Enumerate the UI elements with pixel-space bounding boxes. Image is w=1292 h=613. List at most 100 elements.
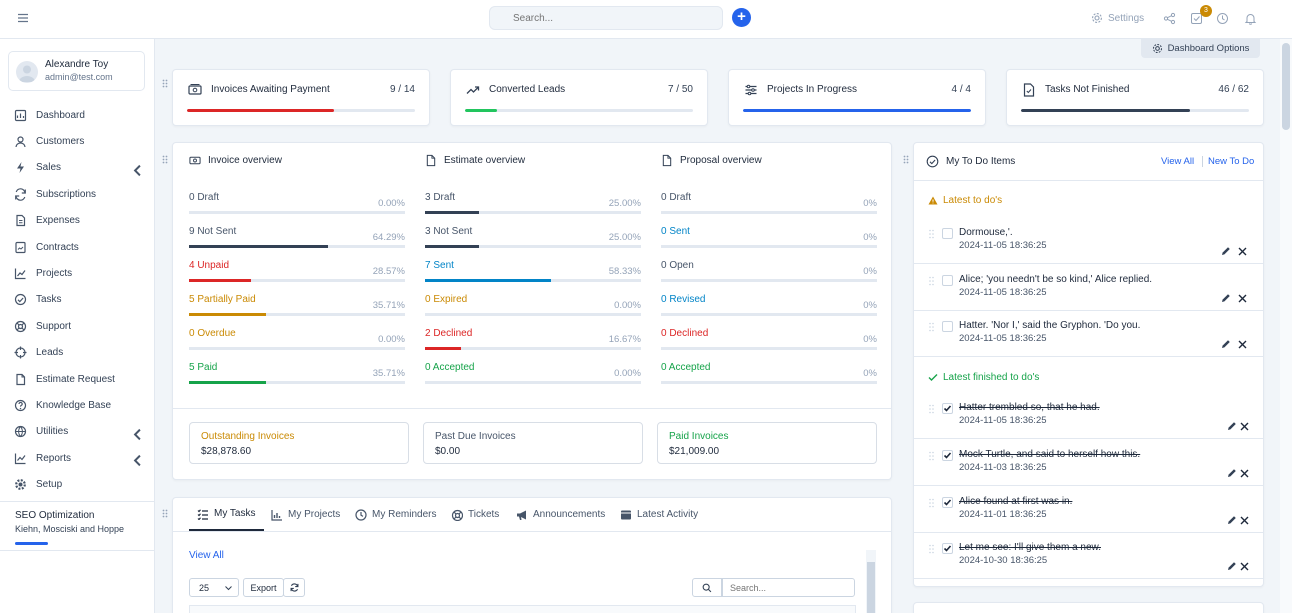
sidebar-item-support[interactable]: Support — [14, 317, 144, 335]
sidebar-item-expenses[interactable]: Expenses — [14, 212, 144, 230]
invoice-summary-box[interactable]: Outstanding Invoices $28,878.60 — [189, 422, 409, 464]
pencil-icon[interactable] — [1221, 293, 1231, 303]
overview-row-label[interactable]: 0 Accepted — [661, 362, 711, 373]
tab-announcements[interactable]: Announcements — [516, 498, 605, 531]
drag-handle-icon[interactable] — [929, 544, 934, 554]
share-icon[interactable] — [1163, 12, 1176, 25]
dashboard-options-button[interactable]: Dashboard Options — [1141, 39, 1260, 58]
todo-checkbox[interactable] — [942, 543, 953, 555]
chevron-left-icon[interactable] — [131, 454, 144, 467]
close-icon[interactable] — [1240, 422, 1249, 431]
scrollbar-thumb[interactable] — [867, 562, 875, 613]
drag-handle-icon[interactable] — [162, 155, 168, 164]
overview-row-label[interactable]: 0 Sent — [661, 226, 690, 237]
tab-latest-activity[interactable]: Latest Activity — [620, 498, 698, 531]
sidebar-item-sales[interactable]: Sales — [14, 159, 144, 177]
todo-checkbox[interactable] — [942, 496, 953, 508]
search-input[interactable] — [489, 6, 723, 30]
sidebar-item-projects[interactable]: Projects — [14, 264, 144, 282]
reload-button[interactable] — [283, 578, 305, 597]
overview-row-label[interactable]: 0 Expired — [425, 294, 468, 305]
tab-tickets[interactable]: Tickets — [451, 498, 499, 531]
overview-row-label[interactable]: 0 Draft — [661, 192, 692, 203]
table-search-button[interactable] — [692, 578, 722, 597]
overview-row-label[interactable]: 7 Sent — [425, 260, 454, 271]
drag-handle-icon[interactable] — [929, 404, 934, 414]
chevron-left-icon[interactable] — [131, 428, 144, 441]
drag-handle-icon[interactable] — [929, 276, 934, 286]
bell-icon[interactable] — [1244, 12, 1257, 25]
overview-row-label[interactable]: 3 Draft — [425, 192, 456, 203]
close-icon[interactable] — [1240, 562, 1249, 571]
sidebar-item-dashboard[interactable]: Dashboard — [14, 106, 144, 124]
overview-row-label[interactable]: 3 Not Sent — [425, 226, 473, 237]
pencil-icon[interactable] — [1221, 246, 1231, 256]
drag-handle-icon[interactable] — [162, 79, 168, 88]
invoice-summary-box[interactable]: Paid Invoices $21,009.00 — [657, 422, 877, 464]
pencil-icon[interactable] — [1227, 561, 1237, 571]
sidebar-item-knowledge-base[interactable]: Knowledge Base — [14, 396, 144, 414]
overview-row-label[interactable]: 0 Revised — [661, 294, 706, 305]
table-scrollbar[interactable] — [866, 550, 876, 613]
todo-checkbox[interactable] — [942, 274, 953, 286]
stat-card[interactable]: Projects In Progress 4 / 4 — [728, 69, 986, 126]
overview-row-label[interactable]: 0 Overdue — [189, 328, 236, 339]
drag-handle-icon[interactable] — [903, 155, 909, 164]
close-icon[interactable] — [1240, 469, 1249, 478]
page-size-select[interactable]: 25 — [189, 578, 239, 597]
stat-card[interactable]: Invoices Awaiting Payment 9 / 14 — [172, 69, 430, 126]
close-icon[interactable] — [1238, 340, 1247, 349]
sidebar-item-reports[interactable]: Reports — [14, 449, 144, 467]
tab-my-tasks[interactable]: My Tasks — [189, 498, 264, 531]
drag-handle-icon[interactable] — [929, 498, 934, 508]
quick-create-button[interactable]: + — [732, 8, 751, 27]
sidebar-item-tasks[interactable]: Tasks — [14, 291, 144, 309]
close-icon[interactable] — [1238, 247, 1247, 256]
drag-handle-icon[interactable] — [929, 229, 934, 239]
pencil-icon[interactable] — [1227, 515, 1237, 525]
close-icon[interactable] — [1238, 294, 1247, 303]
pencil-icon[interactable] — [1227, 421, 1237, 431]
sidebar-item-leads[interactable]: Leads — [14, 344, 144, 362]
drag-handle-icon[interactable] — [929, 451, 934, 461]
sidebar-item-contracts[interactable]: Contracts — [14, 238, 144, 256]
stat-card[interactable]: Converted Leads 7 / 50 — [450, 69, 708, 126]
tasks-icon[interactable] — [1190, 12, 1203, 25]
todo-checkbox[interactable] — [942, 449, 953, 461]
sidebar-item-customers[interactable]: Customers — [14, 132, 144, 150]
sidebar-project[interactable]: SEO Optimization Kiehn, Mosciski and Hop… — [0, 501, 155, 551]
overview-row-label[interactable]: 2 Declined — [425, 328, 473, 339]
pencil-icon[interactable] — [1221, 339, 1231, 349]
overview-row-label[interactable]: 5 Partially Paid — [189, 294, 256, 305]
overview-row-label[interactable]: 0 Accepted — [425, 362, 475, 373]
drag-handle-icon[interactable] — [929, 322, 934, 332]
overview-row-label[interactable]: 0 Draft — [189, 192, 220, 203]
stat-card[interactable]: Tasks Not Finished 46 / 62 — [1006, 69, 1264, 126]
invoice-summary-box[interactable]: Past Due Invoices $0.00 — [423, 422, 643, 464]
new-todo-link[interactable]: New To Do — [1208, 156, 1255, 167]
overview-row-label[interactable]: 5 Paid — [189, 362, 218, 373]
tab-my-projects[interactable]: My Projects — [271, 498, 340, 531]
todo-checkbox[interactable] — [942, 228, 953, 239]
page-scrollbar[interactable] — [1280, 39, 1292, 613]
table-search-input[interactable] — [722, 578, 855, 597]
todo-checkbox[interactable] — [942, 321, 953, 332]
chevron-left-icon[interactable] — [131, 164, 144, 177]
tab-my-reminders[interactable]: My Reminders — [355, 498, 436, 531]
hamburger-menu-icon[interactable] — [16, 11, 30, 25]
drag-handle-icon[interactable] — [162, 509, 168, 518]
settings-link[interactable]: Settings — [1091, 12, 1144, 24]
export-button[interactable]: Export — [243, 578, 284, 597]
todo-checkbox[interactable] — [942, 403, 953, 414]
todo-view-all-link[interactable]: View All — [1161, 156, 1195, 167]
close-icon[interactable] — [1240, 516, 1249, 525]
pencil-icon[interactable] — [1227, 468, 1237, 478]
sidebar-item-setup[interactable]: Setup — [14, 476, 144, 494]
overview-row-label[interactable]: 0 Declined — [661, 328, 709, 339]
sidebar-item-subscriptions[interactable]: Subscriptions — [14, 185, 144, 203]
sidebar-item-utilities[interactable]: Utilities — [14, 423, 144, 441]
overview-row-label[interactable]: 0 Open — [661, 260, 694, 271]
clock-icon[interactable] — [1216, 12, 1229, 25]
user-card[interactable]: Alexandre Toy admin@test.com — [8, 51, 145, 91]
sidebar-item-estimate-request[interactable]: Estimate Request — [14, 370, 144, 388]
